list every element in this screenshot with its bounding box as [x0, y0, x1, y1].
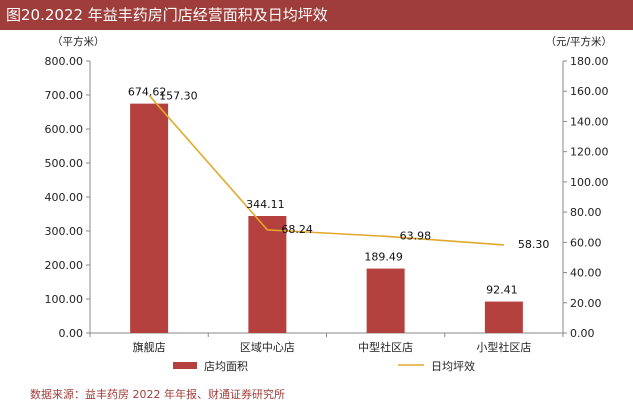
legend-bar-swatch: [173, 362, 197, 369]
right-tick-label: 20.00: [570, 297, 602, 310]
right-tick-label: 140.00: [570, 115, 609, 128]
category-label: 小型社区店: [476, 340, 531, 354]
category-label: 区域中心店: [240, 340, 295, 354]
left-tick-label: 600.00: [45, 123, 84, 136]
left-tick-label: 200.00: [45, 259, 84, 272]
left-tick-label: 500.00: [45, 157, 84, 170]
line-data-label: 63.98: [400, 229, 432, 242]
bar-data-label: 92.41: [486, 284, 518, 297]
bar: [130, 103, 169, 333]
category-label: 旗舰店: [133, 340, 166, 354]
right-tick-label: 0.00: [570, 327, 595, 340]
bar-data-label: 344.11: [246, 198, 285, 211]
left-tick-label: 700.00: [45, 89, 84, 102]
bar: [366, 268, 405, 333]
right-tick-label: 60.00: [570, 236, 602, 249]
line-series: [148, 94, 504, 246]
combo-chart: （平方米） （元/平方米） 0.00 100.00 200.00 300.00 400.…: [45, 35, 613, 373]
left-tick-label: 800.00: [45, 55, 84, 68]
right-tick-label: 80.00: [570, 206, 602, 219]
right-tick-label: 100.00: [570, 176, 609, 189]
line-data-label: 68.24: [281, 223, 313, 236]
bar: [248, 216, 287, 333]
left-tick-label: 300.00: [45, 225, 84, 238]
bar-data-label: 189.49: [364, 251, 403, 264]
category-label: 中型社区店: [358, 340, 413, 354]
left-tick-label: 100.00: [45, 293, 84, 306]
legend-line-label: 日均坪效: [431, 359, 475, 373]
right-axis-unit: （元/平方米）: [545, 35, 612, 48]
right-tick-label: 180.00: [570, 55, 609, 68]
right-tick-label: 40.00: [570, 267, 602, 280]
series-line: [148, 94, 504, 246]
right-tick-label: 160.00: [570, 85, 609, 98]
source-note: 数据来源：益丰药房 2022 年年报、财通证券研究所: [30, 388, 285, 401]
chart-title: 图20.2022 年益丰药房门店经营面积及日均坪效: [0, 0, 633, 30]
legend-bar-label: 店均面积: [204, 359, 248, 373]
line-data-label: 58.30: [518, 238, 550, 251]
bar: [484, 301, 523, 333]
axes: 0.00 100.00 200.00 300.00 400.00 500.00 600.00…: [45, 55, 609, 354]
bar-series: [130, 103, 523, 333]
bar-data-label: 674.62: [128, 86, 167, 99]
left-tick-label: 0.00: [59, 327, 84, 340]
data-labels: 674.62 344.11 189.49 92.41 157.30 68.24 63.98 5…: [128, 86, 550, 297]
left-axis-unit: （平方米）: [52, 35, 105, 48]
right-tick-label: 120.00: [570, 146, 609, 159]
legend: 店均面积 日均坪效: [173, 359, 475, 373]
left-tick-label: 400.00: [45, 191, 84, 204]
line-data-label: 157.30: [159, 89, 198, 102]
